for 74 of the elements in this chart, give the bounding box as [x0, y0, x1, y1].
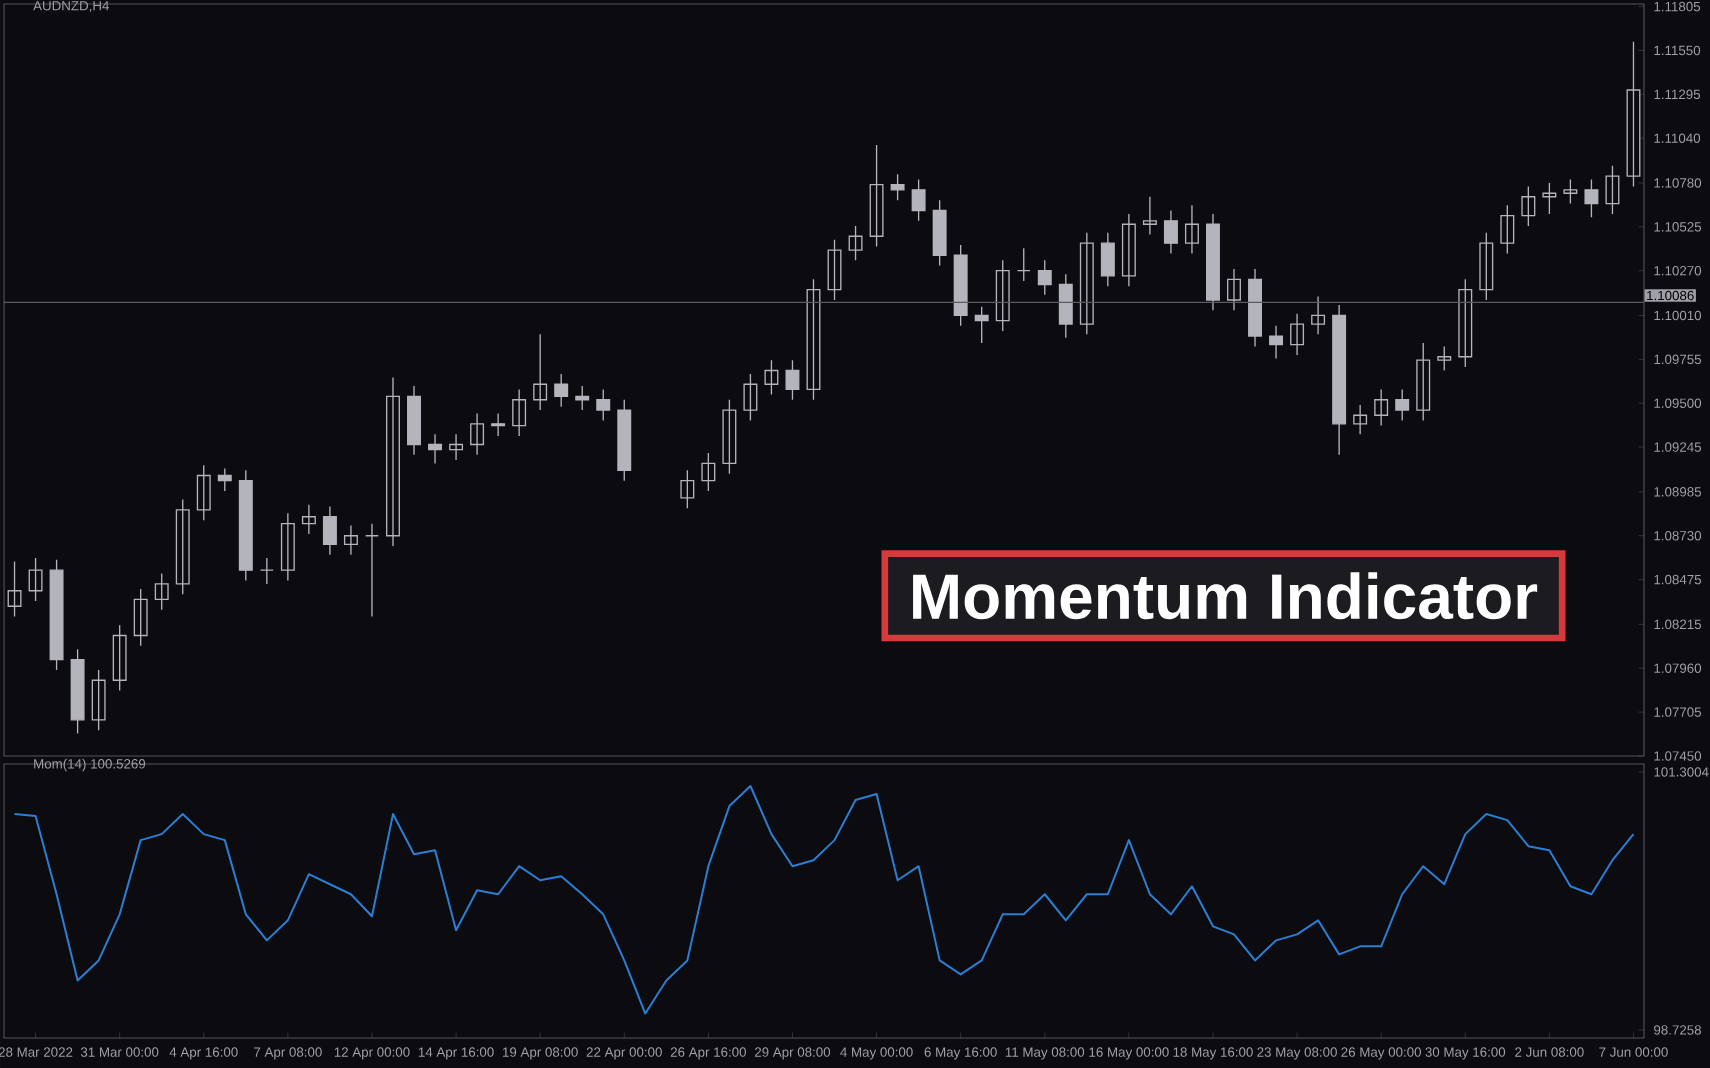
candlestick	[953, 244, 968, 327]
candlestick	[890, 173, 905, 201]
candlestick	[1100, 232, 1115, 287]
candlestick	[533, 333, 548, 411]
candlestick	[175, 498, 190, 595]
candlestick	[407, 385, 421, 456]
candlestick	[1142, 196, 1157, 236]
candlestick	[1584, 178, 1599, 219]
candlestick	[259, 557, 274, 585]
candlestick	[1227, 268, 1241, 311]
candlestick	[512, 388, 527, 437]
candlestick	[449, 433, 464, 461]
candlestick	[1353, 404, 1368, 435]
candlestick	[280, 512, 295, 582]
candlestick	[364, 522, 379, 618]
candlestick	[1521, 185, 1536, 227]
candlestick	[764, 359, 779, 396]
candlestick	[1248, 268, 1263, 348]
candlestick	[154, 572, 169, 611]
candlestick	[1437, 345, 1452, 372]
candlestick	[386, 376, 400, 547]
candlestick	[1479, 232, 1494, 301]
candlestick	[1374, 388, 1389, 427]
candlestick	[112, 624, 127, 692]
candlestick	[238, 469, 253, 582]
candlestick	[911, 178, 926, 222]
candlestick	[196, 464, 211, 521]
candlestick	[301, 504, 316, 535]
candlestick	[28, 557, 43, 602]
candlestick	[1395, 388, 1410, 422]
candlestick	[7, 560, 22, 618]
candlestick	[91, 669, 106, 731]
candlestick	[848, 225, 863, 262]
candlestick	[428, 433, 443, 465]
candlestick	[49, 559, 64, 671]
candlestick	[1311, 295, 1326, 336]
candlestick	[743, 373, 758, 422]
candlestick	[1290, 313, 1305, 356]
candlestick	[343, 524, 358, 556]
candlestick	[1563, 178, 1578, 205]
line-series	[13, 785, 1635, 1015]
candlestick	[491, 412, 506, 437]
candlestick	[785, 359, 800, 401]
candlestick	[722, 399, 737, 475]
candlestick	[932, 199, 947, 267]
candlestick	[575, 385, 590, 411]
candlestick	[995, 259, 1010, 332]
candlestick	[470, 412, 485, 456]
annotation: Momentum Indicator	[913, 572, 1538, 620]
candlestick	[701, 452, 716, 492]
candlestick	[1500, 204, 1515, 255]
candlestick	[1269, 325, 1284, 360]
candlestick	[1205, 213, 1220, 311]
candlestick	[1458, 278, 1473, 368]
candlestick	[1079, 232, 1094, 336]
candlestick	[133, 588, 148, 647]
candlestick	[1037, 259, 1052, 296]
candlestick	[554, 373, 569, 408]
candlestick	[1163, 209, 1178, 255]
candlestick	[1058, 273, 1073, 339]
candlestick	[322, 505, 337, 556]
candlestick	[1332, 304, 1347, 456]
candlestick	[869, 144, 884, 248]
candlestick	[70, 648, 85, 735]
candlestick	[596, 388, 611, 422]
candlestick	[617, 399, 632, 482]
candlestick	[1121, 213, 1136, 287]
candlestick	[1184, 204, 1199, 255]
candlestick	[1416, 342, 1431, 422]
candlestick	[1542, 182, 1557, 215]
candlestick	[680, 469, 695, 509]
candlestick	[1605, 165, 1620, 215]
candlestick	[974, 306, 989, 344]
candlestick	[217, 467, 232, 492]
